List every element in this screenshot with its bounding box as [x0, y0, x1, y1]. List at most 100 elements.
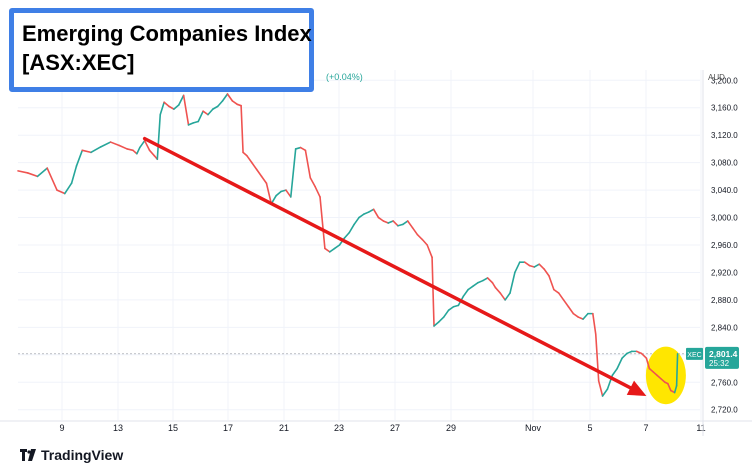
- price-segment-18: [143, 139, 151, 152]
- price-segment-102: [538, 263, 545, 270]
- y-tick-label-10: 3,120.0: [711, 131, 738, 140]
- x-tick-label-2: 15: [168, 423, 178, 433]
- price-segment-53: [304, 149, 312, 179]
- price-segment-55: [314, 185, 321, 198]
- price-segment-6: [63, 182, 73, 195]
- price-segment-79: [431, 256, 435, 327]
- price-segment-73: [402, 220, 409, 226]
- price-segment-58: [328, 247, 336, 253]
- y-tick-label-6: 2,960.0: [711, 241, 738, 250]
- price-segment-40: [242, 151, 248, 157]
- price-segment-75: [411, 227, 419, 236]
- x-tick-label-5: 23: [334, 423, 344, 433]
- price-segment-90: [481, 277, 489, 282]
- title-box: Emerging Companies Index [ASX:XEC]: [9, 8, 314, 92]
- price-segment-32: [207, 108, 214, 116]
- price-segment-103: [543, 268, 550, 277]
- price-segment-37: [231, 100, 239, 106]
- tradingview-logo[interactable]: TradingView: [20, 445, 123, 465]
- price-segment-106: [557, 292, 565, 301]
- trend-arrow-line: [142, 136, 633, 390]
- price-segment-64: [358, 213, 365, 219]
- price-segment-15: [132, 149, 138, 155]
- price-segment-3: [36, 167, 49, 178]
- y-tick-label-7: 3,000.0: [711, 214, 738, 223]
- x-tick-label-7: 29: [446, 423, 456, 433]
- last-price-value: 2,801.4: [709, 349, 738, 359]
- price-segment-104: [548, 275, 555, 291]
- price-segment-71: [392, 220, 399, 227]
- price-segment-110: [577, 316, 584, 320]
- x-tick-label-8: Nov: [525, 423, 542, 433]
- price-segment-10: [90, 146, 102, 154]
- price-segment-9: [81, 149, 92, 154]
- y-tick-label-0: 2,720.0: [711, 406, 738, 415]
- price-segment-77: [421, 238, 429, 246]
- price-segment-2: [26, 172, 39, 178]
- price-segment-93: [494, 286, 502, 294]
- price-segment-84: [452, 304, 460, 308]
- price-segment-108: [567, 305, 575, 315]
- price-segment-47: [275, 190, 282, 197]
- price-segment-107: [562, 299, 570, 308]
- price-segment-33: [212, 105, 219, 110]
- y-tick-label-5: 2,920.0: [711, 268, 738, 277]
- price-segment-92: [491, 281, 497, 289]
- price-segment-133: [673, 384, 678, 394]
- price-segment-67: [372, 208, 380, 219]
- price-segment-1: [17, 170, 29, 174]
- price-segment-5: [56, 189, 66, 195]
- y-tick-label-8: 3,040.0: [711, 186, 738, 195]
- y-tick-label-1: 2,760.0: [711, 378, 738, 387]
- price-segment-91: [486, 277, 494, 284]
- price-segment-118: [611, 367, 618, 377]
- price-segment-86: [462, 288, 469, 298]
- x-tick-label-1: 13: [113, 423, 123, 433]
- price-segment-124: [640, 352, 648, 360]
- price-segment-131: [667, 382, 672, 392]
- price-segment-116: [601, 388, 609, 397]
- price-segment-69: [382, 220, 390, 224]
- price-segment-34: [216, 100, 224, 108]
- price-segment-82: [442, 309, 450, 318]
- last-price-tag-bg: [705, 346, 739, 369]
- price-segment-41: [246, 154, 253, 164]
- price-segment-74: [406, 220, 414, 229]
- tradingview-logo-icon: [20, 449, 36, 461]
- price-segment-50: [289, 148, 297, 198]
- price-segment-11: [100, 141, 112, 148]
- price-segment-16: [136, 146, 141, 155]
- price-segment-52: [299, 146, 307, 152]
- price-segment-99: [523, 261, 531, 267]
- price-segment-51: [294, 146, 302, 150]
- price-segment-78: [426, 244, 433, 259]
- chart-title-line-2: [ASX:XEC]: [22, 50, 135, 75]
- ticker-tag-bg: [686, 347, 703, 360]
- price-segment-101: [533, 263, 541, 268]
- currency-label: AUD: [708, 73, 725, 82]
- price-segment-21: [156, 113, 162, 161]
- price-segment-56: [319, 196, 326, 250]
- price-segment-44: [260, 175, 268, 185]
- highlight-ellipse: [645, 346, 686, 405]
- price-segment-126: [648, 367, 655, 373]
- price-segment-45: [265, 182, 273, 205]
- price-segment-25: [173, 104, 180, 110]
- price-segment-109: [572, 312, 580, 318]
- price-segment-12: [109, 141, 121, 147]
- chart-title-line-1: Emerging Companies Index: [22, 21, 312, 46]
- price-segment-134: [675, 353, 679, 387]
- price-segment-29: [192, 120, 200, 124]
- price-segment-114: [594, 333, 600, 382]
- price-segment-49: [285, 189, 292, 198]
- price-segment-62: [348, 223, 355, 234]
- price-segment-22: [159, 101, 165, 116]
- price-segment-121: [626, 350, 633, 355]
- price-segment-120: [621, 352, 628, 360]
- ticker-tag-text: XEC: [687, 352, 701, 359]
- price-segment-129: [660, 378, 666, 384]
- y-tick-label-9: 3,080.0: [711, 159, 738, 168]
- price-segment-28: [187, 122, 195, 126]
